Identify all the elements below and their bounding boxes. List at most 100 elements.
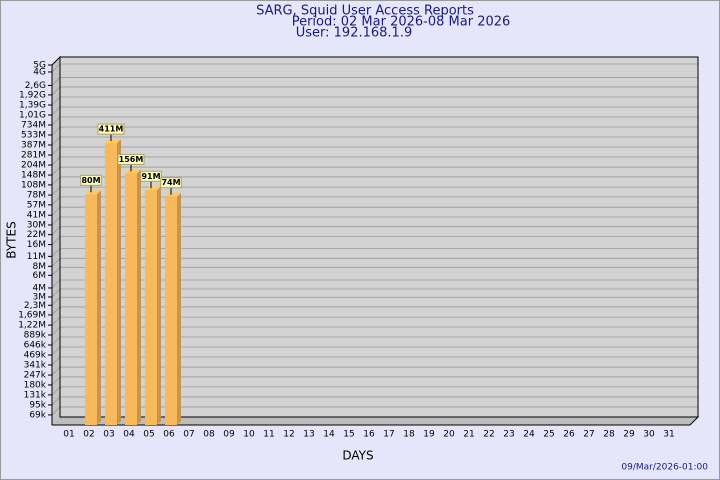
y-tick-label: 1,01G xyxy=(19,111,46,121)
y-tick-label: 180k xyxy=(24,380,47,390)
y-tick-label: 204M xyxy=(21,161,46,171)
chart-title: SARG, Squid User Access Reports xyxy=(256,4,474,19)
bar xyxy=(105,143,117,426)
y-tick-label: 78M xyxy=(27,191,46,201)
y-tick-label: 387M xyxy=(21,141,46,151)
x-tick-label: 24 xyxy=(523,430,535,440)
y-tick-label: 734M xyxy=(21,120,46,130)
y-tick-label: 5G xyxy=(33,61,46,71)
value-label: 156M xyxy=(119,155,144,164)
x-tick-label: 10 xyxy=(243,430,255,440)
value-label: 91M xyxy=(141,172,160,181)
x-tick-label: 01 xyxy=(63,430,74,440)
x-tick-label: 27 xyxy=(583,430,594,440)
subtitle: User: 192.168.1.9 xyxy=(296,26,412,41)
x-tick-label: 04 xyxy=(123,430,135,440)
y-tick-label: 341k xyxy=(24,360,47,370)
value-label: 74M xyxy=(161,178,180,187)
x-tick-label: 11 xyxy=(263,430,274,440)
y-tick-label: 1,92G xyxy=(19,90,46,100)
y-tick-label: 2,3M xyxy=(24,301,46,311)
y-tick-label: 3M xyxy=(33,292,47,302)
value-label: 411M xyxy=(99,125,124,134)
y-tick-label: 16M xyxy=(27,240,46,250)
bar-top xyxy=(125,169,141,174)
bar-top xyxy=(165,192,181,197)
x-tick-label: 12 xyxy=(283,430,294,440)
x-tick-label: 19 xyxy=(423,430,435,440)
bar-side xyxy=(157,186,161,425)
label-box xyxy=(117,153,145,165)
y-tick-label: 1,39G xyxy=(19,101,46,111)
y-tick-label: 469k xyxy=(24,351,47,361)
bar-side xyxy=(97,190,101,425)
y-tick-label: 281M xyxy=(21,151,46,161)
bar xyxy=(125,173,137,425)
bar-top xyxy=(105,139,121,144)
value-label: 80M xyxy=(81,176,100,185)
y-tick-label: 889k xyxy=(24,331,47,341)
bar-side xyxy=(117,139,121,426)
x-tick-label: 25 xyxy=(543,430,554,440)
y-tick-label: 108M xyxy=(21,180,46,190)
subtitle: Period: 02 Mar 2026-08 Mar 2026 xyxy=(292,15,511,30)
plot-border xyxy=(60,56,699,417)
y-tick-label: 30M xyxy=(27,220,46,230)
plot-wall xyxy=(52,57,698,425)
y-tick-label: 646k xyxy=(24,340,47,350)
x-tick-label: 06 xyxy=(163,430,175,440)
x-tick-label: 28 xyxy=(603,430,615,440)
x-tick-label: 03 xyxy=(103,430,114,440)
x-tick-label: 29 xyxy=(623,430,635,440)
x-tick-label: 15 xyxy=(343,430,354,440)
x-tick-label: 16 xyxy=(363,430,375,440)
y-tick-label: 57M xyxy=(27,200,46,210)
label-box xyxy=(160,177,182,189)
y-tick-label: 4M xyxy=(33,283,47,293)
y-tick-label: 247k xyxy=(24,371,47,381)
x-tick-label: 30 xyxy=(643,430,655,440)
x-tick-label: 22 xyxy=(483,430,494,440)
y-tick-label: 1,22M xyxy=(18,321,46,331)
bar xyxy=(165,196,177,425)
x-tick-label: 02 xyxy=(83,430,94,440)
x-tick-label: 05 xyxy=(143,430,154,440)
x-tick-label: 17 xyxy=(383,430,394,440)
bar-side xyxy=(177,192,181,425)
y-tick-label: 4G xyxy=(33,67,46,77)
x-tick-label: 23 xyxy=(503,430,514,440)
x-tick-label: 21 xyxy=(463,430,474,440)
bar xyxy=(85,194,97,425)
y-tick-label: 1,69M xyxy=(18,310,46,320)
y-tick-label: 148M xyxy=(21,171,46,181)
x-tick-label: 09 xyxy=(223,430,235,440)
bar-top xyxy=(145,186,161,191)
label-box xyxy=(97,123,125,135)
bar xyxy=(145,190,157,425)
x-tick-label: 07 xyxy=(183,430,194,440)
y-tick-label: 41M xyxy=(27,211,46,221)
label-box xyxy=(80,174,102,186)
bar-top xyxy=(85,190,101,195)
x-tick-label: 18 xyxy=(403,430,415,440)
y-tick-label: 95k xyxy=(29,400,46,410)
y-tick-label: 22M xyxy=(27,230,46,240)
x-tick-label: 13 xyxy=(303,430,314,440)
x-tick-label: 26 xyxy=(563,430,575,440)
y-tick-label: 2,6G xyxy=(25,81,46,91)
y-tick-label: 533M xyxy=(21,131,46,141)
y-axis-title: BYTES xyxy=(5,221,19,258)
x-tick-label: 20 xyxy=(443,430,455,440)
x-tick-label: 08 xyxy=(203,430,215,440)
axes xyxy=(51,55,700,426)
y-tick-label: 11M xyxy=(27,252,46,262)
label-box xyxy=(140,170,162,182)
y-tick-label: 69k xyxy=(29,410,46,420)
floor xyxy=(52,417,698,425)
y-tick-label: 6M xyxy=(33,271,47,281)
y-tick-label: 131k xyxy=(24,390,47,400)
x-axis-title: DAYS xyxy=(342,449,373,463)
footer: 09/Mar/2026-01:00 xyxy=(621,463,708,473)
bar-side xyxy=(137,169,141,425)
